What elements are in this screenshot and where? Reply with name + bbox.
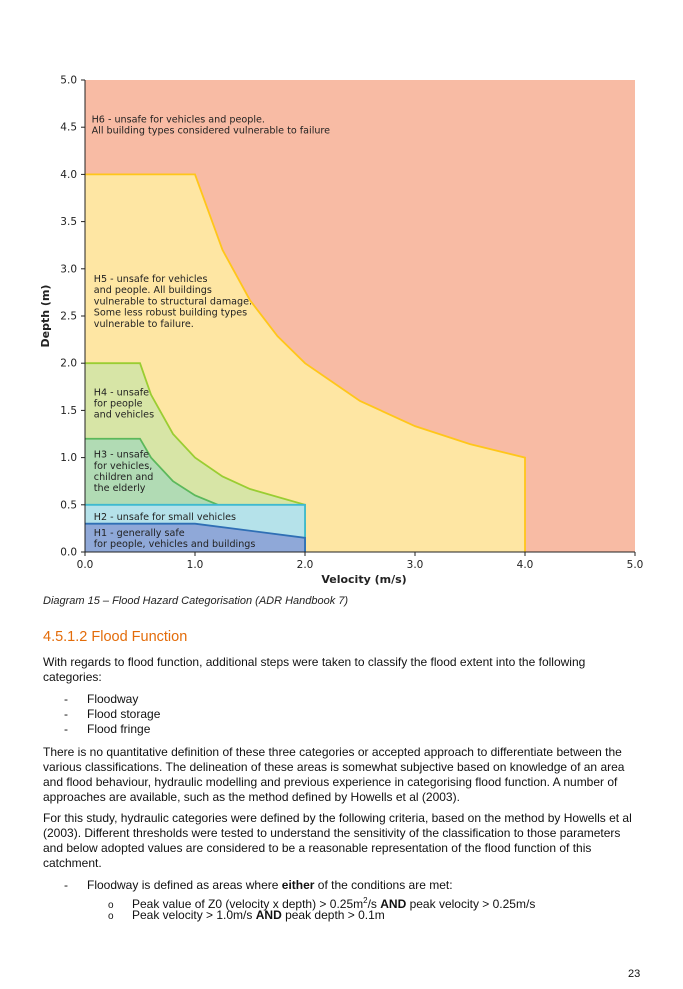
zone-label-line: H5 - unsafe for vehicles bbox=[94, 274, 208, 285]
zone-h6-label: H6 - unsafe for vehicles and people. All … bbox=[92, 114, 331, 136]
zone-h1-boundary bbox=[85, 522, 306, 552]
y-tick-label: 3.5 bbox=[60, 216, 77, 228]
y-tick-label: 3.0 bbox=[60, 263, 77, 275]
chart-svg: 0.0 0.5 1.0 1.5 2.0 2.5 3.0 3.5 4.0 4.5 5.0 0.0 1.0 2… bbox=[39, 75, 644, 587]
list-item: - Floodway bbox=[64, 692, 138, 707]
category-floodway: Floodway bbox=[87, 692, 139, 706]
diagram-caption: Diagram 15 – Flood Hazard Categorisation… bbox=[43, 595, 349, 607]
bullet-dash: - bbox=[64, 692, 68, 706]
zone-label-line: H1 - generally safe bbox=[94, 528, 185, 539]
condition-item: o Peak value of Z0 (velocity x depth) > 0… bbox=[108, 893, 535, 913]
list-item: - Flood storage bbox=[64, 707, 160, 722]
y-tick-label: 0.0 bbox=[60, 547, 77, 559]
y-tick-label: 2.0 bbox=[60, 358, 77, 370]
y-tick-label: 4.0 bbox=[60, 169, 77, 181]
x-axis-title: Velocity (m/s) bbox=[321, 573, 406, 586]
zone-label-line: H3 - unsafe bbox=[94, 450, 149, 461]
floodway-text-after: of the conditions are met: bbox=[314, 878, 453, 892]
zone-h1-label: H1 - generally safe for people, vehicles … bbox=[94, 528, 256, 550]
condition-bold: AND bbox=[255, 908, 282, 922]
condition-text: peak velocity > 0.25m/s bbox=[406, 897, 536, 911]
y-tick-label: 4.5 bbox=[60, 122, 77, 134]
zone-label-line: vulnerable to failure. bbox=[94, 319, 194, 330]
page-number: 23 bbox=[628, 968, 641, 980]
criteria-paragraph: For this study, hydraulic categories wer… bbox=[43, 811, 632, 870]
y-axis-title: Depth (m) bbox=[39, 285, 52, 348]
zone-h3-label: H3 - unsafe for vehicles, children and the … bbox=[94, 450, 154, 495]
zone-h5-label: H5 - unsafe for vehicles and people. All … bbox=[94, 274, 252, 330]
bullet-dash: - bbox=[64, 878, 68, 892]
condition-text: Peak value of Z0 (velocity x depth) > 0.… bbox=[132, 897, 364, 911]
floodway-text-bold: either bbox=[281, 878, 315, 892]
y-tick-label: 1.5 bbox=[60, 405, 77, 417]
floodway-text-before: Floodway is defined as areas where bbox=[87, 878, 282, 892]
x-tick-label: 1.0 bbox=[187, 559, 204, 571]
zone-label-line: Some less robust building types bbox=[94, 308, 247, 319]
zone-label-line: and people. All buildings bbox=[94, 285, 212, 296]
y-tick-label: 1.0 bbox=[60, 452, 77, 464]
condition-text: peak depth > 0.1m bbox=[281, 908, 385, 922]
zone-label-line: the elderly bbox=[94, 483, 146, 494]
zone-label-line: H6 - unsafe for vehicles and people. bbox=[92, 114, 265, 125]
zone-h4-boundary bbox=[85, 362, 306, 552]
condition-item: o Peak velocity > 1.0m/s AND peak depth >… bbox=[108, 908, 385, 924]
x-tick-label: 3.0 bbox=[407, 559, 424, 571]
x-tick-label: 5.0 bbox=[627, 559, 644, 571]
x-tick-label: 4.0 bbox=[517, 559, 534, 571]
zone-h4-label: H4 - unsafe for people and vehicles bbox=[94, 387, 154, 420]
category-flood-storage: Flood storage bbox=[87, 707, 161, 721]
x-tick-label: 0.0 bbox=[77, 559, 94, 571]
floodway-bullet: - Floodway is defined as areas where eith… bbox=[64, 878, 453, 893]
bullet-dash: - bbox=[64, 722, 68, 736]
zone-h2-boundary bbox=[85, 503, 306, 552]
zone-label-line: H4 - unsafe bbox=[94, 387, 149, 398]
zone-label-line: H2 - unsafe for small vehicles bbox=[94, 512, 236, 523]
y-tick-label: 0.5 bbox=[60, 499, 77, 511]
list-item: - Flood fringe bbox=[64, 722, 150, 737]
zone-h5-boundary bbox=[85, 173, 526, 552]
zone-label-line: for people bbox=[94, 398, 143, 409]
category-flood-fringe: Flood fringe bbox=[87, 722, 151, 736]
sub-bullet-marker: o bbox=[108, 900, 114, 911]
zone-h2-label: H2 - unsafe for small vehicles bbox=[94, 512, 236, 523]
zone-label-line: vulnerable to structural damage. bbox=[94, 296, 252, 307]
bullet-dash: - bbox=[64, 707, 68, 721]
sub-bullet-marker: o bbox=[108, 911, 114, 922]
section-heading: 4.5.1.2 Flood Function bbox=[43, 629, 188, 645]
y-tick-label: 5.0 bbox=[60, 75, 77, 87]
zone-label-line: All building types considered vulnerable… bbox=[92, 126, 331, 137]
zone-label-line: for people, vehicles and buildings bbox=[94, 539, 256, 550]
condition-text: Peak velocity > 1.0m/s bbox=[132, 908, 256, 922]
condition-text: /s bbox=[367, 897, 381, 911]
zone-label-line: children and bbox=[94, 472, 154, 483]
condition-superscript: 2 bbox=[363, 896, 368, 905]
zone-label-line: for vehicles, bbox=[94, 461, 152, 472]
definition-paragraph: There is no quantitative definition of t… bbox=[43, 745, 625, 804]
condition-bold: AND bbox=[380, 897, 407, 911]
intro-paragraph: With regards to flood function, addition… bbox=[43, 655, 586, 684]
zone-label-line: and vehicles bbox=[94, 410, 154, 421]
flood-hazard-chart: 0.0 0.5 1.0 1.5 2.0 2.5 3.0 3.5 4.0 4.5 5.0 0.0 1.0 2… bbox=[36, 68, 648, 588]
y-tick-label: 2.5 bbox=[60, 311, 77, 323]
x-tick-label: 2.0 bbox=[297, 559, 314, 571]
